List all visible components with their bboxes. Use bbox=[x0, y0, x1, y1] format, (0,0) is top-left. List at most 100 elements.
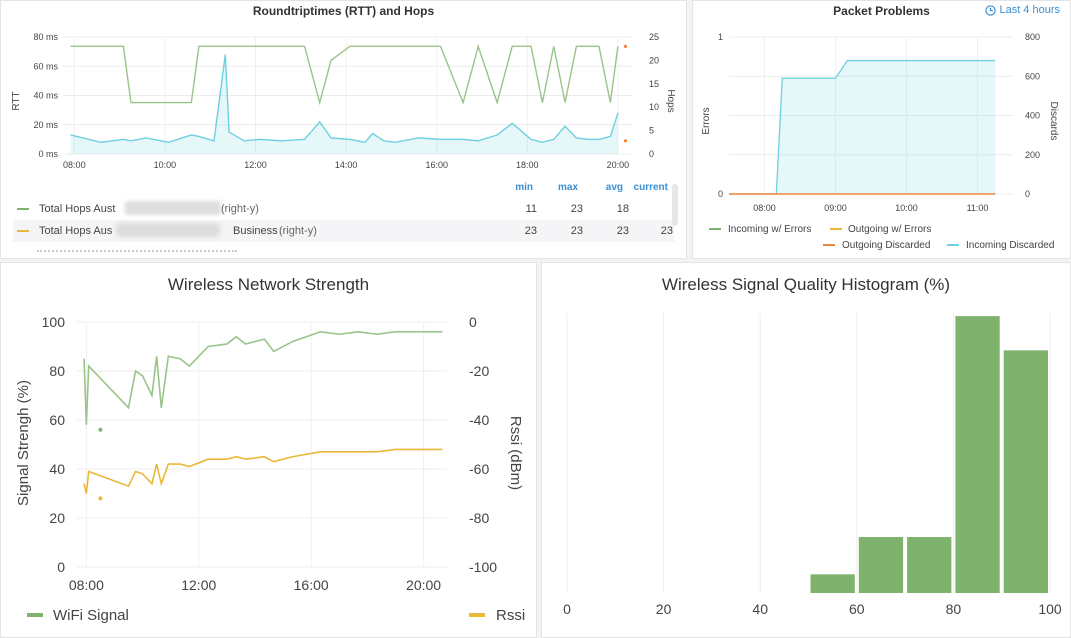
legend-swatch bbox=[823, 244, 835, 246]
wireless-panel-title[interactable]: Wireless Network Strength bbox=[167, 275, 370, 294]
y-left-tick-label: 0 bbox=[57, 559, 65, 575]
histogram-panel: Wireless Signal Quality Histogram (%) 0 2… bbox=[541, 262, 1071, 638]
packet-chart: Errors Discards 1 0 800 600 400 200 0 08:00 09:0… bbox=[701, 32, 1059, 251]
time-range-picker[interactable]: Last 4 hours bbox=[985, 4, 1060, 16]
x-tick-label: 18:00 bbox=[516, 160, 539, 170]
packet-panel-title[interactable]: Packet Problems bbox=[833, 4, 930, 18]
y-left-tick-label: 0 bbox=[718, 189, 723, 199]
legend-label: Outgoing Discarded bbox=[842, 240, 930, 251]
y-right-tick-label: -40 bbox=[469, 412, 489, 428]
y-right-tick-label: 600 bbox=[1025, 71, 1040, 81]
y-left-tick-label: 1 bbox=[718, 32, 723, 42]
y-left-tick-label: 60 bbox=[49, 412, 65, 428]
legend-item-incoming-discarded[interactable]: Incoming Discarded bbox=[947, 240, 1054, 251]
legend-scrollbar[interactable] bbox=[672, 184, 678, 226]
legend-row-hops-2[interactable]: Total Hops Aus Business (right-y) 23 23 … bbox=[13, 220, 674, 242]
y-left-tick-label: 40 bbox=[49, 461, 65, 477]
x-tick-label: 08:00 bbox=[69, 577, 104, 593]
x-tick-label: 100 bbox=[1038, 601, 1062, 617]
series-point-hops2 bbox=[623, 44, 628, 48]
y-right-tick-label: 15 bbox=[649, 79, 659, 89]
y-right-tick-label: -80 bbox=[469, 510, 489, 526]
histogram-bar bbox=[810, 574, 855, 593]
legend-header-avg[interactable]: avg bbox=[605, 182, 623, 193]
packet-legend: Incoming w/ Errors Outgoing w/ Errors Ou… bbox=[709, 224, 1054, 251]
x-tick-label: 08:00 bbox=[753, 203, 776, 213]
legend-min: 23 bbox=[524, 225, 537, 237]
y-left-tick-label: 0 ms bbox=[38, 149, 58, 159]
y-right-tick-label: 200 bbox=[1025, 150, 1040, 160]
rtt-panel-title[interactable]: Roundtriptimes (RTT) and Hops bbox=[252, 4, 435, 18]
legend-header-current[interactable]: current bbox=[633, 182, 668, 193]
histogram-bar bbox=[1003, 350, 1048, 593]
legend-item-wifi-signal[interactable]: WiFi Signal bbox=[27, 607, 129, 624]
y-left-tick-label: 100 bbox=[42, 314, 66, 330]
y-right-tick-label: 0 bbox=[649, 149, 654, 159]
legend-header-min[interactable]: min bbox=[515, 182, 533, 193]
time-range-label: Last 4 hours bbox=[999, 4, 1060, 17]
histogram-panel-title[interactable]: Wireless Signal Quality Histogram (%) bbox=[661, 275, 951, 294]
series-line-hops bbox=[70, 43, 619, 106]
legend-item-rssi[interactable]: Rssi bbox=[469, 607, 525, 624]
rtt-area bbox=[70, 54, 618, 154]
legend-series-name[interactable]: Total Hops Aus bbox=[39, 225, 113, 237]
y-right-tick-label: -20 bbox=[469, 363, 489, 379]
y-left-tick-label: 20 ms bbox=[33, 120, 58, 130]
x-tick-label: 20:00 bbox=[607, 160, 630, 170]
y-right-tick-label: 5 bbox=[649, 126, 654, 136]
x-tick-label: 12:00 bbox=[244, 160, 267, 170]
x-tick-label: 16:00 bbox=[425, 160, 448, 170]
legend-label: Incoming Discarded bbox=[966, 240, 1054, 251]
legend-axis-note: (right-y) bbox=[279, 225, 317, 237]
legend-swatch bbox=[27, 613, 43, 617]
legend-item-outgoing-errors[interactable]: Outgoing w/ Errors bbox=[830, 224, 931, 235]
series-line-rssi bbox=[83, 448, 443, 494]
legend-max: 23 bbox=[570, 203, 583, 215]
wireless-y-left-label: Signal Strengh (%) bbox=[15, 380, 32, 506]
y-left-tick-label: 80 bbox=[49, 363, 65, 379]
rtt-chart: RTT Hops 80 ms 60 ms 40 ms 20 ms 0 ms 25 20 15 1… bbox=[11, 32, 676, 170]
packet-problems-panel: Packet Problems Last 4 hours Errors Disc… bbox=[692, 0, 1071, 259]
legend-row-cutoff bbox=[37, 250, 237, 254]
y-right-tick-label: -60 bbox=[469, 461, 489, 477]
legend-swatch bbox=[469, 613, 485, 617]
y-right-tick-label: 0 bbox=[1025, 189, 1030, 199]
legend-label: WiFi Signal bbox=[53, 607, 129, 624]
series-point-hops2 bbox=[623, 139, 628, 143]
rtt-y-right-label: Hops bbox=[665, 89, 676, 112]
packet-y-right-label: Discards bbox=[1048, 102, 1059, 141]
legend-swatch bbox=[17, 230, 29, 232]
histogram-bar bbox=[907, 537, 952, 593]
rtt-panel: Roundtriptimes (RTT) and Hops RTT Hops 8… bbox=[0, 0, 687, 259]
packet-y-left-label: Errors bbox=[701, 107, 712, 134]
clock-icon bbox=[985, 4, 997, 16]
redacted-text bbox=[116, 223, 220, 237]
y-left-tick-label: 20 bbox=[49, 510, 65, 526]
y-left-tick-label: 80 ms bbox=[33, 32, 58, 42]
legend-header-max[interactable]: max bbox=[557, 182, 578, 193]
legend-item-outgoing-discarded[interactable]: Outgoing Discarded bbox=[823, 240, 930, 251]
y-left-tick-label: 40 ms bbox=[33, 91, 58, 101]
y-right-tick-label: 25 bbox=[649, 32, 659, 42]
wireless-chart: Signal Strengh (%) Rssi (dBm) 100 80 60 40 2… bbox=[15, 314, 525, 624]
series-line-rtt bbox=[70, 54, 619, 144]
legend-row-hops-1[interactable]: Total Hops Aust (right-y) 11 23 18 bbox=[13, 198, 674, 220]
x-tick-label: 14:00 bbox=[335, 160, 358, 170]
legend-swatch bbox=[709, 228, 721, 230]
legend-swatch bbox=[17, 208, 29, 210]
x-tick-label: 80 bbox=[946, 601, 962, 617]
legend-avg: 23 bbox=[616, 225, 629, 237]
y-left-tick-label: 60 ms bbox=[33, 61, 58, 71]
legend-series-name[interactable]: Total Hops Aust bbox=[39, 203, 116, 215]
x-tick-label: 10:00 bbox=[154, 160, 177, 170]
y-right-tick-label: 400 bbox=[1025, 111, 1040, 121]
histogram-bar bbox=[955, 316, 1000, 593]
x-tick-label: 09:00 bbox=[824, 203, 847, 213]
wireless-y-right-label: Rssi (dBm) bbox=[507, 416, 524, 490]
x-tick-label: 40 bbox=[752, 601, 768, 617]
legend-item-incoming-errors[interactable]: Incoming w/ Errors bbox=[709, 224, 811, 235]
legend-series-name-suffix: Business bbox=[233, 225, 278, 237]
legend-current: 23 bbox=[660, 225, 673, 237]
legend-label: Incoming w/ Errors bbox=[728, 224, 811, 235]
x-tick-label: 10:00 bbox=[895, 203, 918, 213]
